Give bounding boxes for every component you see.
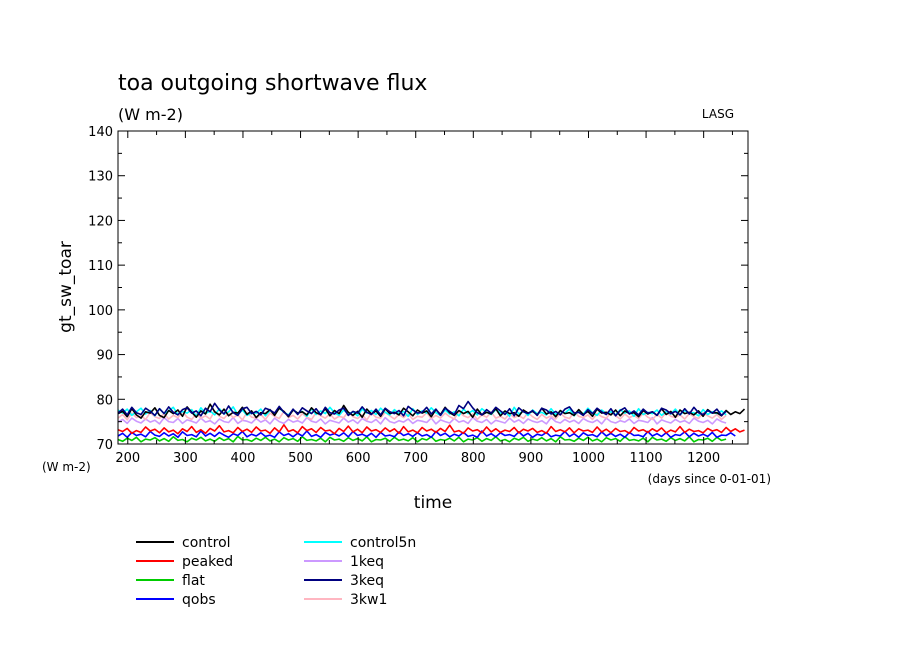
axis-ticks: 70 80 90 100 110 120 130 140 200 300 400 500 600 700 8… [88, 125, 748, 466]
y-tick-label: 70 [96, 438, 113, 453]
series-line-1keq [117, 416, 727, 425]
x-units-note: (days since 0-01-01) [648, 472, 771, 486]
legend-label-control: control [182, 535, 231, 551]
x-tick-label: 1100 [630, 451, 663, 466]
chart-title: toa outgoing shortwave flux [118, 71, 427, 96]
legend-label-3keq: 3keq [350, 573, 384, 589]
y-tick-label: 120 [88, 214, 113, 229]
y-tick-label: 130 [88, 170, 113, 185]
x-tick-label: 1200 [687, 451, 720, 466]
legend-label-control5n: control5n [350, 535, 416, 551]
x-tick-label: 200 [115, 451, 140, 466]
chart-units: (W m-2) [118, 105, 183, 124]
series-line-qobs [117, 430, 736, 439]
y-units-note: (W m-2) [42, 460, 91, 474]
x-tick-label: 300 [173, 451, 198, 466]
y-tick-label: 90 [96, 349, 113, 364]
series-line-flat [117, 435, 727, 443]
legend-label-flat: flat [182, 573, 205, 589]
plot-lines [117, 400, 746, 443]
series-line-peaked [117, 423, 745, 435]
legend: control peaked flat qobs control5n 1keq 3keq 3k… [136, 535, 416, 608]
x-tick-label: 400 [231, 451, 256, 466]
legend-label-1keq: 1keq [350, 554, 384, 570]
x-tick-label: 500 [288, 451, 313, 466]
x-tick-label: 600 [346, 451, 371, 466]
x-tick-label: 1000 [572, 451, 605, 466]
legend-label-3kw1: 3kw1 [350, 592, 387, 608]
x-axis-label: time [414, 493, 452, 513]
x-tick-label: 700 [403, 451, 428, 466]
legend-label-qobs: qobs [182, 592, 216, 608]
x-tick-label: 900 [518, 451, 543, 466]
legend-label-peaked: peaked [182, 554, 233, 570]
plot-frame [117, 130, 749, 445]
y-tick-label: 80 [96, 393, 113, 408]
y-tick-label: 110 [88, 259, 113, 274]
series-line-control [117, 403, 746, 419]
y-tick-label: 100 [88, 304, 113, 319]
series-line-3kw1 [117, 410, 727, 421]
x-tick-label: 800 [461, 451, 486, 466]
y-axis-label: gt_sw_toar [56, 241, 76, 333]
y-tick-label: 140 [88, 125, 113, 140]
series-line-3keq [117, 400, 727, 417]
watermark-lasg: LASG [702, 107, 734, 121]
